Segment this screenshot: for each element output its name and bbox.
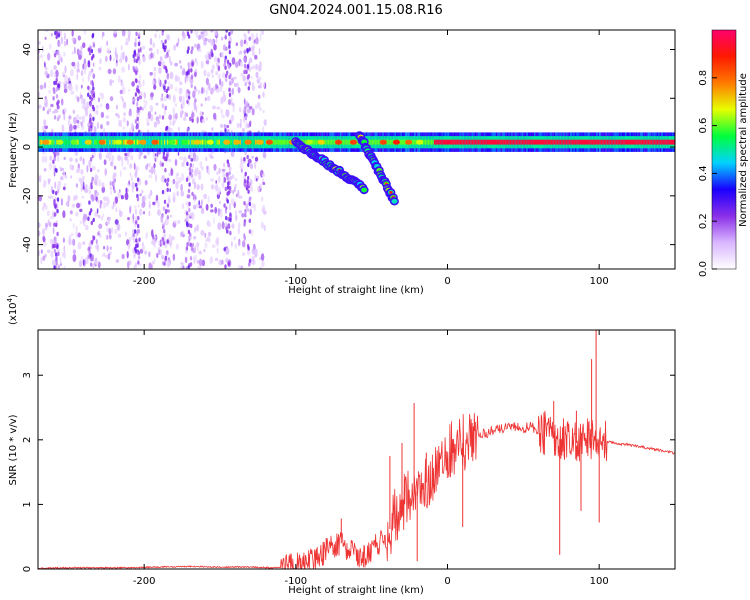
colorbar-gradient (712, 30, 736, 269)
snr-ytick-label: 0 (22, 566, 33, 572)
colorbar-tick-label: 0.4 (698, 165, 709, 181)
spectrogram-panel: -200 -100 0 100 40 20 0 -20 -40 Height of straig… (8, 29, 676, 296)
snr-xtick-label: 0 (444, 576, 450, 587)
spectrogram-ytick-label: -40 (22, 236, 33, 252)
snr-xlabel: Height of straight line (km) (288, 585, 424, 596)
snr-xtick-label: 100 (590, 576, 609, 587)
spectrogram-xtick-label: 100 (590, 276, 609, 287)
snr-y-multiplier: (x104) (6, 294, 19, 325)
snr-ytick-label: 1 (22, 501, 33, 507)
spectrogram-xtick-label: -200 (133, 276, 156, 287)
spectrogram-ytick-label: 40 (22, 43, 33, 56)
figure-title: GN04.2024.001.15.08.R16 (269, 3, 443, 18)
spectrogram-heatmap (38, 30, 675, 269)
colorbar-tick-label: 0.8 (698, 70, 709, 86)
colorbar-label: Normalized spectral amplitude (738, 73, 749, 227)
colorbar-frame (711, 29, 737, 270)
colorbar: 0.0 0.2 0.4 0.6 0.8 Normalized spectral ampl… (698, 29, 749, 277)
spectrogram-carrier-band (38, 132, 675, 152)
snr-ytick-label: 2 (22, 437, 33, 443)
colorbar-tick-label: 0.2 (698, 213, 709, 229)
spectrogram-xlabel: Height of straight line (km) (288, 285, 424, 296)
snr-xtick-label: -100 (284, 576, 307, 587)
colorbar-tick-label: 0.6 (698, 118, 709, 134)
spectrogram-frame (37, 29, 676, 270)
spectrogram-descending-branches (291, 131, 399, 206)
spectrogram-xtick-label: -100 (284, 276, 307, 287)
snr-plot-area (38, 330, 675, 569)
snr-xtick-label: -200 (133, 576, 156, 587)
spectrogram-ytick-label: 20 (22, 92, 33, 105)
snr-panel: -200 -100 0 100 0 1 2 3 Height of straight line… (6, 294, 676, 596)
spectrogram-ylabel: Frequency (Hz) (8, 112, 19, 188)
spectrogram-ticks: -200 -100 0 100 40 20 0 -20 -40 (22, 30, 675, 287)
spectrogram-xtick-label: 0 (444, 276, 450, 287)
spectrogram-ytick-label: 0 (22, 144, 33, 150)
snr-ticks: -200 -100 0 100 0 1 2 3 (22, 330, 675, 587)
spectrogram-ytick-label: -20 (22, 188, 33, 204)
snr-ylabel: SNR (10 * v/v) (8, 414, 19, 485)
colorbar-ticks: 0.0 0.2 0.4 0.6 0.8 (698, 70, 717, 277)
colorbar-tick-label: 0.0 (698, 261, 709, 277)
snr-ytick-label: 3 (22, 372, 33, 378)
snr-frame (37, 329, 676, 570)
